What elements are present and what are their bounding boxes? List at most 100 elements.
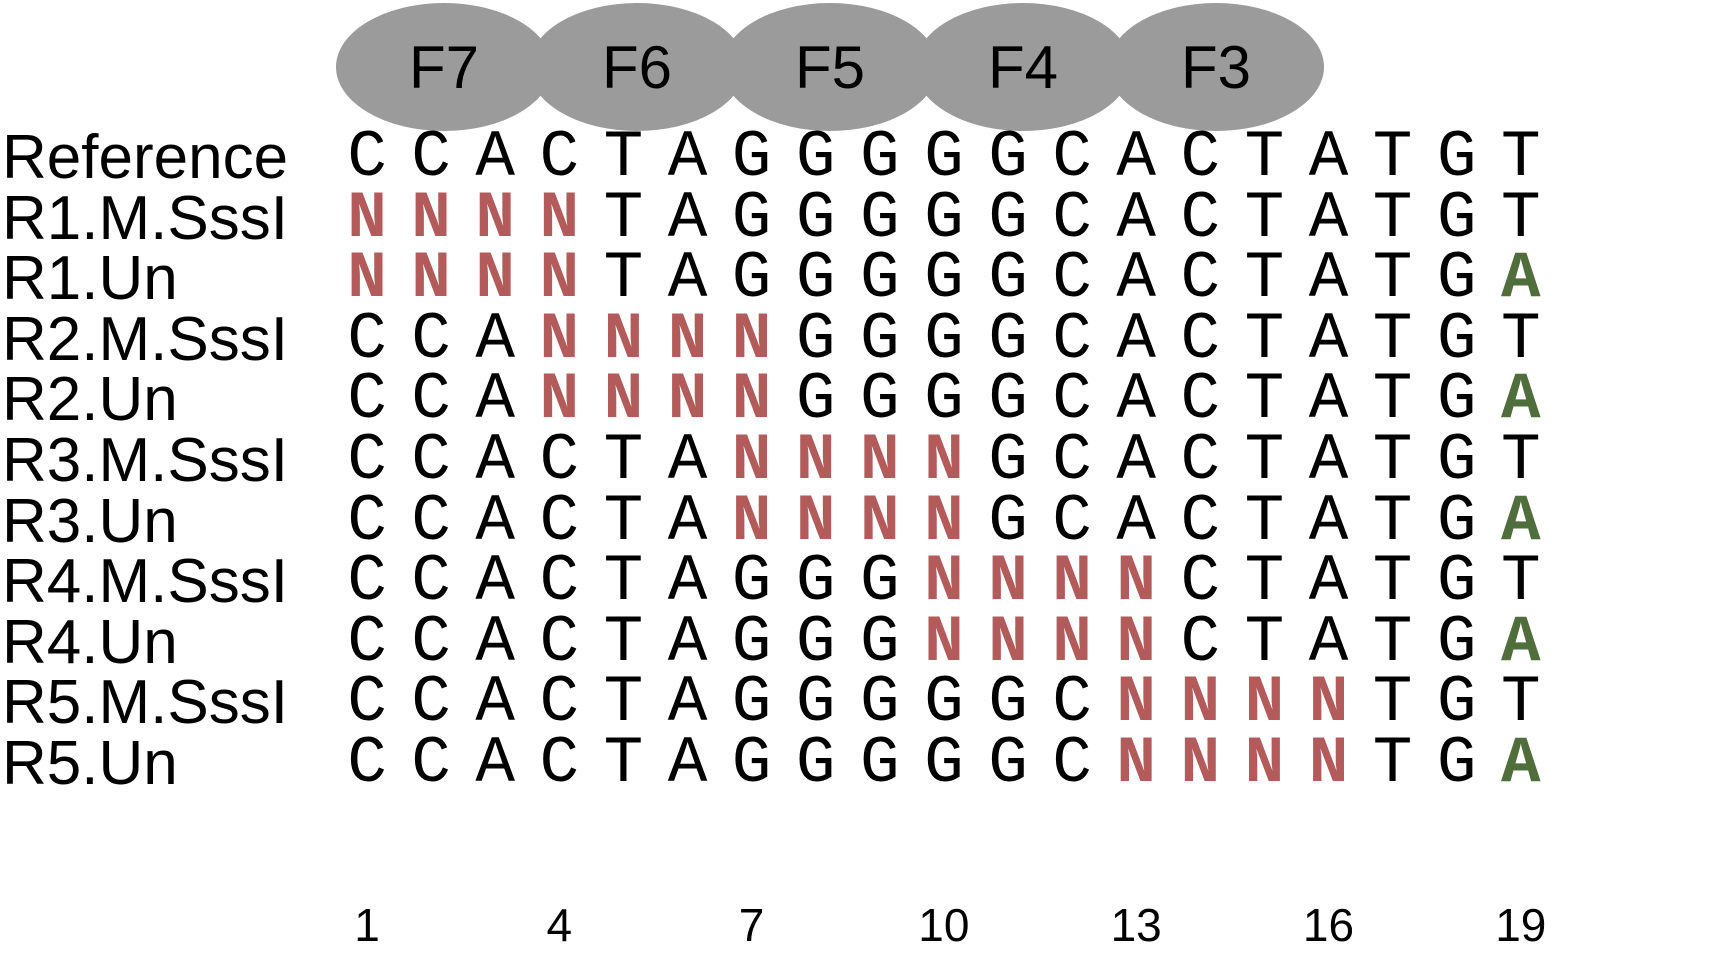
row-label: R5.M.SssI	[2, 668, 288, 738]
nucleotide: N	[1244, 665, 1285, 741]
nucleotide: A	[1308, 120, 1349, 195]
nucleotide: G	[1436, 544, 1477, 620]
position-axis: 1 4 7 10 13 16 19	[0, 895, 1734, 955]
nucleotide: A	[667, 241, 708, 317]
nucleotide: T	[1500, 120, 1541, 195]
nucleotide: A	[1308, 301, 1349, 377]
nucleotide: G	[731, 726, 772, 801]
nucleotide: A	[667, 544, 708, 620]
nucleotide: T	[1244, 120, 1285, 195]
alignment-row: R3.M.SssI C C A C T A N N N N G C A C T A T G T	[0, 427, 1734, 495]
nucleotide: G	[924, 362, 964, 438]
nucleotide: C	[347, 120, 387, 195]
alignment-row: R1.Un N N N N T A G G G G G C A C T A T G A	[0, 245, 1734, 313]
nucleotide: N	[795, 483, 836, 559]
nucleotide: A	[1116, 180, 1156, 256]
position-label: 1	[354, 899, 380, 951]
nucleotide: A	[1116, 483, 1156, 559]
nucleotide: G	[988, 665, 1028, 741]
nucleotide: T	[1372, 120, 1413, 195]
nucleotide: A	[475, 726, 515, 801]
nucleotide: A	[475, 362, 515, 438]
nucleotide: N	[795, 423, 836, 498]
row-label: R1.Un	[2, 244, 178, 314]
nucleotide: G	[988, 241, 1028, 317]
row-label: R5.Un	[2, 729, 178, 798]
alignment-row: R4.Un C C A C T A G G G N N N N C T A T G A	[0, 604, 1734, 680]
nucleotide: T	[1500, 423, 1541, 498]
nucleotide: A	[1308, 604, 1349, 680]
nucleotide: C	[1052, 483, 1092, 559]
nucleotide: N	[1116, 604, 1156, 680]
nucleotide: C	[1180, 241, 1221, 317]
nucleotide: G	[924, 241, 964, 317]
nucleotide: A	[475, 423, 515, 498]
nucleotide: N	[347, 180, 387, 256]
nucleotide: G	[795, 180, 836, 256]
nucleotide: C	[411, 362, 451, 438]
nucleotide: A	[667, 665, 708, 741]
nucleotide: G	[859, 604, 900, 680]
position-label: 10	[918, 899, 970, 951]
nucleotide: A	[1308, 180, 1349, 256]
nucleotide: G	[731, 544, 772, 620]
nucleotide: G	[1436, 180, 1477, 256]
nucleotide: N	[731, 301, 772, 377]
row-label: R4.M.SssI	[2, 547, 288, 617]
nucleotide: A	[667, 180, 708, 256]
nucleotide: A	[1308, 544, 1349, 620]
position-label: 19	[1495, 899, 1547, 951]
nucleotide: G	[795, 604, 836, 680]
nucleotide: G	[859, 544, 900, 620]
alignment-row: R5.Un C C A C T A G G G G G C N N N N T G A	[0, 730, 1734, 798]
nucleotide: T	[1244, 483, 1285, 559]
nucleotide: G	[859, 301, 900, 377]
zinc-finger-f3: F3	[1108, 3, 1324, 131]
nucleotide: T	[1244, 241, 1285, 317]
nucleotide: G	[1436, 423, 1477, 498]
nucleotide: G	[924, 180, 964, 256]
nucleotide: C	[1180, 604, 1221, 680]
nucleotide: T	[603, 544, 644, 620]
nucleotide: N	[411, 180, 451, 256]
nucleotide: G	[795, 301, 836, 377]
nucleotide: G	[731, 180, 772, 256]
nucleotide: C	[411, 423, 451, 498]
nucleotide: C	[539, 726, 580, 801]
nucleotide: C	[1052, 301, 1092, 377]
nucleotide: G	[731, 665, 772, 741]
nucleotide: T	[1372, 665, 1413, 741]
position-label: 7	[738, 899, 765, 951]
nucleotide: C	[1180, 120, 1221, 195]
nucleotide: N	[603, 301, 644, 377]
nucleotide: G	[795, 120, 836, 195]
nucleotide: N	[731, 362, 772, 438]
nucleotide: T	[1244, 180, 1285, 256]
nucleotide: C	[1052, 726, 1092, 801]
row-label: R3.Un	[2, 486, 178, 556]
nucleotide: T	[1372, 362, 1413, 438]
nucleotide: N	[411, 241, 451, 317]
nucleotide: T	[1244, 301, 1285, 377]
nucleotide: N	[475, 241, 515, 317]
nucleotide: C	[1052, 423, 1092, 498]
nucleotide: G	[859, 665, 900, 741]
nucleotide: A	[1308, 483, 1349, 559]
nucleotide: C	[1180, 362, 1221, 438]
nucleotide: T	[603, 120, 644, 195]
alignment-row: R1.M.SssI N N N N T A G G G G G C A C T A T G T	[0, 180, 1734, 256]
nucleotide: G	[1436, 120, 1477, 195]
nucleotide: N	[1116, 665, 1156, 741]
nucleotide: G	[859, 726, 900, 801]
nucleotide: G	[924, 665, 964, 741]
nucleotide: T	[1372, 423, 1413, 498]
nucleotide: C	[1180, 544, 1221, 620]
nucleotide: G	[859, 362, 900, 438]
nucleotide: A	[475, 301, 515, 377]
nucleotide: C	[539, 544, 580, 620]
nucleotide: N	[731, 423, 772, 498]
nucleotide: N	[1308, 726, 1349, 801]
nucleotide: G	[988, 726, 1028, 801]
nucleotide: N	[924, 604, 964, 680]
nucleotide: A	[667, 483, 708, 559]
